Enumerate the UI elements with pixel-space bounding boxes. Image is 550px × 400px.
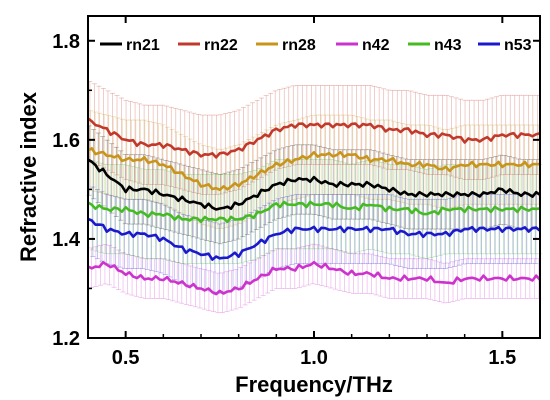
x-tick-label: 0.5 [112, 347, 140, 369]
legend-label-n43: n43 [434, 37, 462, 54]
y-tick-label: 1.8 [52, 31, 80, 53]
y-tick-label: 1.4 [52, 229, 81, 251]
x-axis-title: Frequency/THz [235, 372, 393, 397]
y-tick-label: 1.6 [52, 130, 80, 152]
series-line-n42 [87, 260, 541, 296]
series-line-n53 [87, 217, 541, 261]
y-axis-title: Refractive index [16, 91, 41, 262]
series-line-rn28 [87, 147, 541, 192]
series-line-n43 [87, 200, 541, 224]
x-tick-label: 1.5 [488, 347, 516, 369]
legend-label-rn22: rn22 [204, 37, 238, 54]
legend-label-rn21: rn21 [126, 37, 160, 54]
legend-label-n53: n53 [504, 37, 532, 54]
legend-label-n42: n42 [362, 37, 390, 54]
series-line-rn22 [87, 117, 541, 159]
axis-ticks: 0.5 1.0 1.5 1.2 1.4 1.6 1.8 [52, 16, 541, 369]
legend: rn21 rn22 rn28 n42 n43 n53 [100, 37, 532, 54]
legend-label-rn28: rn28 [282, 37, 316, 54]
y-tick-label: 1.2 [52, 328, 80, 350]
x-tick-label: 1.0 [300, 347, 328, 369]
series-line-rn21 [87, 158, 541, 211]
series-lines [87, 117, 541, 296]
